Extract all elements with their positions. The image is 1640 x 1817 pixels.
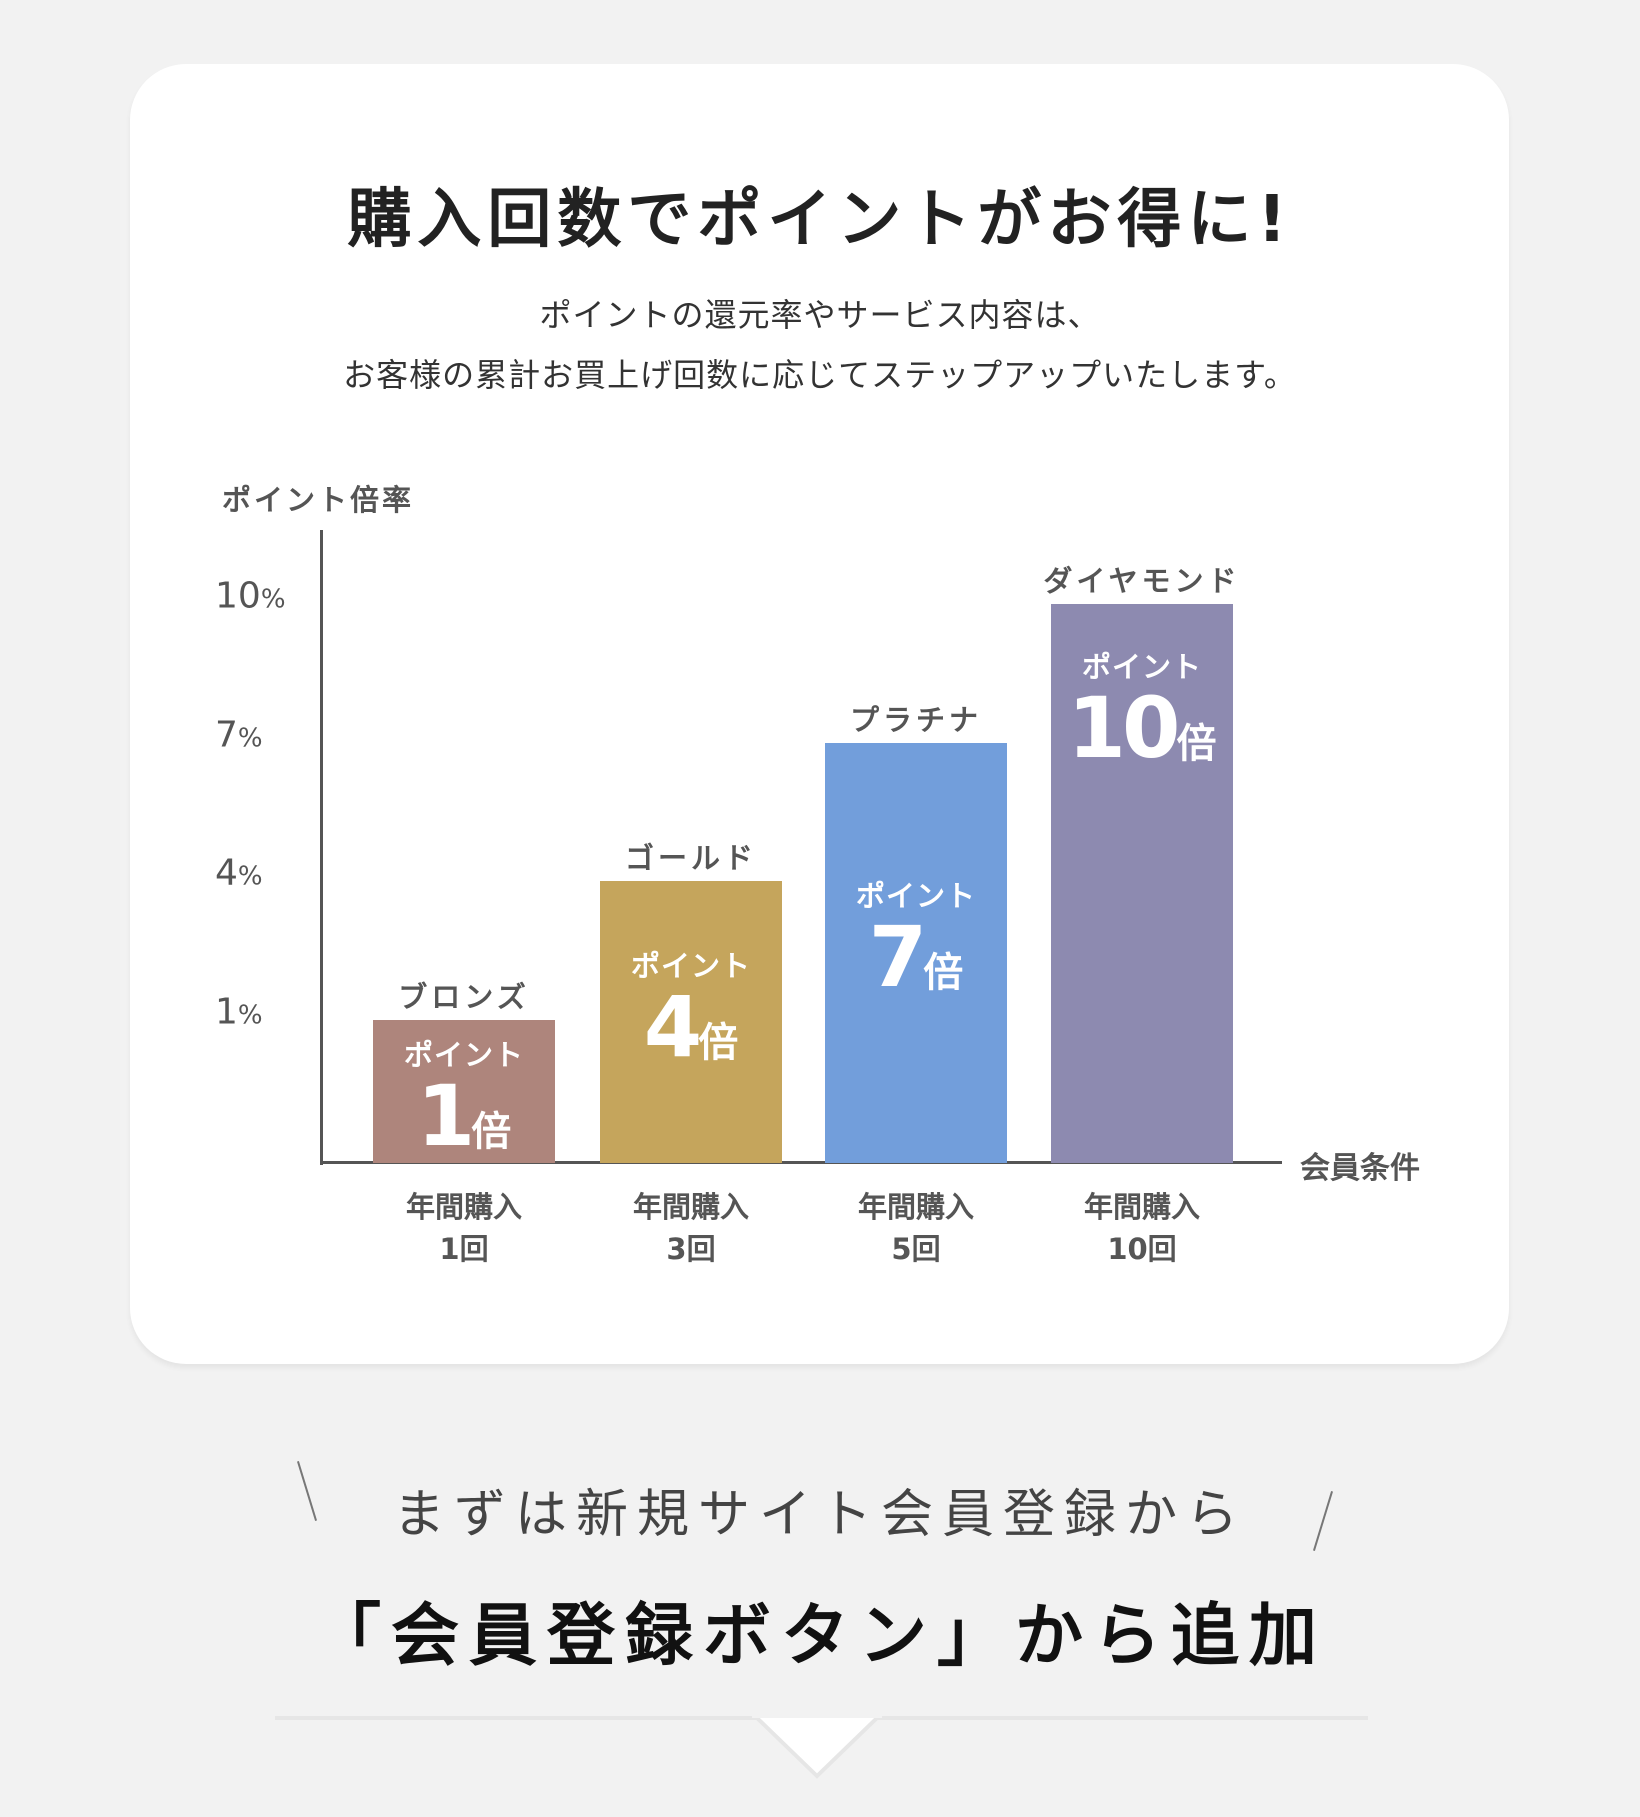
y-tick-label: 7% <box>215 714 315 755</box>
x-tick-label: 年間購入 10回 <box>1042 1186 1242 1270</box>
y-tick-label: 10% <box>215 576 315 617</box>
cta-lead-text: まずは新規サイト会員登録から <box>392 1485 1247 1545</box>
bar-1: ポイント 1倍 <box>373 1019 555 1163</box>
tier-label: プラチナ <box>849 702 982 737</box>
cta-main-text: 「会員登録ボタン」から追加 <box>312 1597 1327 1676</box>
bar-multiplier: 10 <box>1067 679 1181 777</box>
bar-multiplier: 1 <box>416 1066 475 1165</box>
page-title: 購入回数でポイントがお得に! <box>347 183 1293 257</box>
x-tick-label: 年間購入 1回 <box>364 1186 564 1270</box>
y-tick-number: 4 <box>215 852 238 894</box>
y-tick-unit: % <box>237 1000 263 1031</box>
bar-3: ポイント 7倍 <box>825 742 1007 1163</box>
subtitle-line-2: お客様の累計お買上げ回数に応じてステップアップいたします。 <box>343 356 1297 394</box>
y-axis-label: ポイント倍率 <box>222 483 415 517</box>
bar-2: ポイント 4倍 <box>600 881 782 1163</box>
condition-text: 年間購入 <box>857 1190 974 1224</box>
bar-inner-label: ポイント 10倍 <box>1051 644 1233 770</box>
points-card <box>130 64 1509 1364</box>
y-tick-number: 10 <box>215 575 261 617</box>
x-axis-line <box>320 1161 1282 1164</box>
y-tick-number: 1 <box>215 991 238 1033</box>
y-tick-label: 4% <box>215 853 315 894</box>
count-text: 1回 <box>439 1232 489 1266</box>
x-tick-label: 年間購入 5回 <box>816 1186 1016 1270</box>
tier-label: ゴールド <box>624 841 757 876</box>
condition-text: 年間購入 <box>405 1190 522 1224</box>
x-axis-label: 会員条件 <box>1300 1151 1420 1186</box>
condition-text: 年間購入 <box>632 1190 749 1224</box>
count-text: 10回 <box>1107 1232 1177 1266</box>
tier-label: ブロンズ <box>398 979 530 1014</box>
count-text: 5回 <box>891 1232 941 1266</box>
bar-multiplier-unit: 倍 <box>471 1108 512 1155</box>
bar-multiplier: 7 <box>868 907 927 1006</box>
bar-inner-label: ポイント 1倍 <box>373 1032 555 1158</box>
x-tick-label: 年間購入 3回 <box>591 1186 791 1270</box>
bar-point-label: ポイント <box>630 949 751 984</box>
bar-point-label: ポイント <box>1081 650 1202 684</box>
y-tick-unit: % <box>237 861 263 892</box>
bar-multiplier-unit: 倍 <box>698 1020 739 1067</box>
bar-inner-label: ポイント 4倍 <box>600 943 782 1069</box>
y-tick-unit: % <box>260 584 286 615</box>
down-arrow-icon <box>752 1714 882 1779</box>
tier-label: ダイヤモンド <box>1043 564 1241 598</box>
bar-multiplier-unit: 倍 <box>1176 721 1217 767</box>
bar-inner-label: ポイント 7倍 <box>825 873 1007 999</box>
subtitle-line-1: ポイントの還元率やサービス内容は、 <box>539 296 1101 334</box>
count-text: 3回 <box>666 1232 716 1266</box>
condition-text: 年間購入 <box>1083 1190 1200 1224</box>
y-tick-number: 7 <box>215 714 238 756</box>
bar-4: ポイント 10倍 <box>1051 604 1233 1163</box>
bar-point-label: ポイント <box>855 878 976 913</box>
bar-multiplier-unit: 倍 <box>923 949 964 996</box>
bar-point-label: ポイント <box>403 1037 524 1072</box>
y-tick-label: 1% <box>215 991 315 1032</box>
y-axis-line <box>320 530 323 1165</box>
y-tick-unit: % <box>237 723 263 754</box>
bar-multiplier: 4 <box>643 978 702 1077</box>
